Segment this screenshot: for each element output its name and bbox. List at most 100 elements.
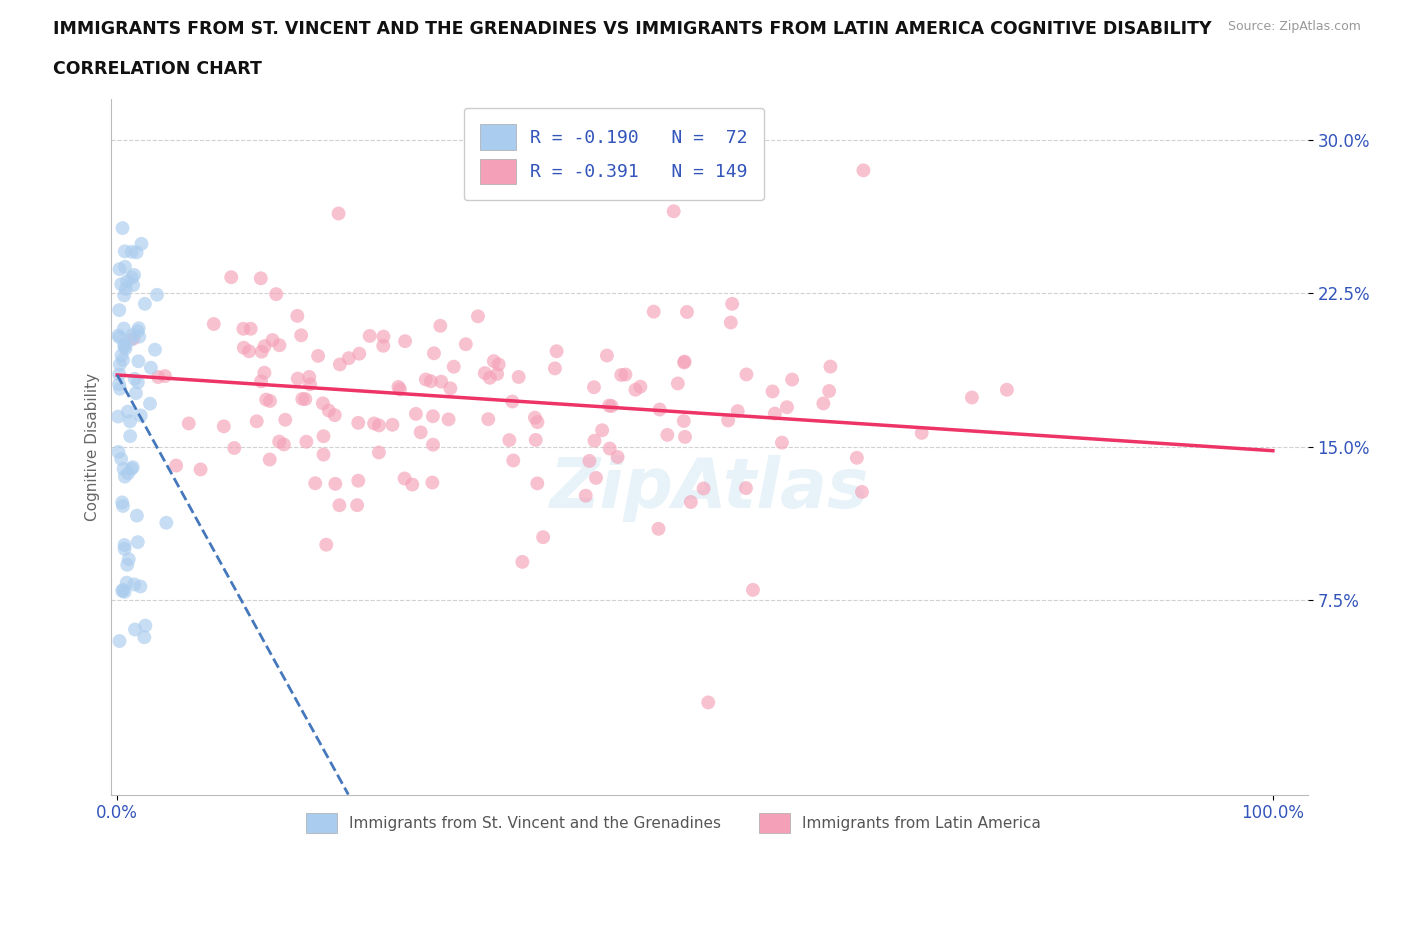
- Point: [108, 367, 131, 382]
- Point: [249, 271, 271, 286]
- Point: [127, 324, 149, 339]
- Point: [401, 477, 423, 492]
- Point: [911, 425, 934, 440]
- Point: [578, 454, 600, 469]
- Point: [114, 339, 136, 354]
- Point: [388, 382, 411, 397]
- Point: [312, 429, 335, 444]
- Point: [648, 402, 671, 417]
- Point: [591, 423, 613, 438]
- Point: [120, 429, 142, 444]
- Point: [112, 288, 135, 303]
- Point: [720, 315, 742, 330]
- Point: [606, 449, 628, 464]
- Point: [117, 466, 139, 481]
- Point: [780, 372, 803, 387]
- Point: [312, 447, 335, 462]
- Point: [112, 338, 135, 352]
- Point: [363, 416, 385, 431]
- Point: [121, 245, 143, 259]
- Point: [647, 522, 669, 537]
- Point: [238, 344, 260, 359]
- Point: [813, 396, 835, 411]
- Point: [419, 374, 441, 389]
- Point: [253, 339, 276, 353]
- Point: [582, 379, 605, 394]
- Point: [546, 344, 568, 359]
- Point: [299, 377, 322, 392]
- Point: [666, 376, 689, 391]
- Point: [662, 204, 685, 219]
- Point: [488, 357, 510, 372]
- Point: [512, 554, 534, 569]
- Point: [121, 461, 143, 476]
- Point: [845, 450, 868, 465]
- Point: [129, 579, 152, 594]
- Point: [269, 338, 291, 352]
- Point: [437, 412, 460, 427]
- Point: [108, 381, 131, 396]
- Point: [111, 582, 134, 597]
- Point: [742, 582, 765, 597]
- Point: [143, 342, 166, 357]
- Point: [262, 333, 284, 348]
- Point: [394, 334, 416, 349]
- Point: [224, 441, 246, 456]
- Point: [246, 414, 269, 429]
- Point: [328, 206, 350, 221]
- Point: [232, 340, 254, 355]
- Point: [776, 400, 799, 415]
- Point: [676, 304, 699, 319]
- Point: [298, 369, 321, 384]
- Point: [318, 403, 340, 418]
- Point: [114, 282, 136, 297]
- Point: [165, 458, 187, 473]
- Point: [679, 495, 702, 510]
- Point: [155, 515, 177, 530]
- Point: [373, 329, 395, 344]
- Point: [628, 379, 651, 394]
- Point: [409, 425, 432, 440]
- Point: [337, 351, 360, 365]
- Point: [291, 392, 314, 406]
- Point: [373, 339, 395, 353]
- Text: Source: ZipAtlas.com: Source: ZipAtlas.com: [1227, 20, 1361, 33]
- Point: [285, 309, 308, 324]
- Point: [114, 341, 136, 356]
- Point: [673, 354, 696, 369]
- Point: [763, 406, 786, 421]
- Point: [501, 394, 523, 409]
- Point: [125, 508, 148, 523]
- Point: [108, 357, 131, 372]
- Point: [128, 321, 150, 336]
- Point: [422, 409, 444, 424]
- Point: [657, 428, 679, 443]
- Point: [295, 434, 318, 449]
- Point: [770, 435, 793, 450]
- Text: ZipAtlas: ZipAtlas: [550, 455, 869, 522]
- Point: [692, 481, 714, 496]
- Point: [115, 557, 138, 572]
- Point: [367, 445, 389, 460]
- Point: [134, 630, 156, 644]
- Point: [596, 348, 619, 363]
- Point: [146, 369, 169, 384]
- Point: [177, 416, 200, 431]
- Point: [624, 382, 647, 397]
- Point: [124, 622, 146, 637]
- Point: [127, 375, 149, 390]
- Point: [430, 374, 453, 389]
- Point: [315, 538, 337, 552]
- Point: [717, 413, 740, 428]
- Point: [153, 368, 176, 383]
- Point: [250, 344, 273, 359]
- Point: [127, 535, 149, 550]
- Point: [347, 416, 370, 431]
- Point: [387, 379, 409, 394]
- Point: [259, 452, 281, 467]
- Point: [526, 415, 548, 430]
- Point: [114, 469, 136, 484]
- Point: [212, 418, 235, 433]
- Point: [117, 405, 139, 419]
- Point: [851, 485, 873, 499]
